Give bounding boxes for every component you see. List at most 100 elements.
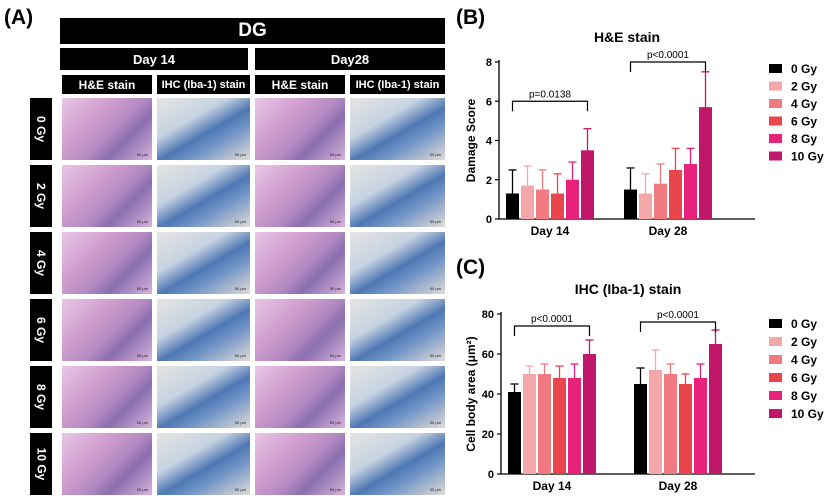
bar-8gy-day14 — [568, 378, 581, 474]
row-label-8gy: 8 Gy — [30, 366, 52, 428]
legend-swatch — [769, 81, 782, 91]
micrograph-he-day28-row5: 50 μm — [255, 433, 345, 495]
micrograph-ihc-day14-row3: 50 μm — [157, 299, 250, 361]
scale-bar-label: 50 μm — [429, 286, 441, 291]
scale-bar-label: 50 μm — [429, 487, 441, 492]
legend-swatch — [769, 116, 782, 126]
significance-bracket — [511, 100, 589, 112]
region-header: DG — [60, 18, 445, 44]
micrograph-ihc-day28-row3: 50 μm — [350, 299, 445, 361]
micrograph-he-day28-row3: 50 μm — [255, 299, 345, 361]
legend-label: 8 Gy — [791, 389, 817, 403]
micrograph-ihc-day28-row0: 50 μm — [350, 98, 445, 160]
bar-8gy-day28 — [694, 378, 707, 474]
y-tick-label: 60 — [482, 349, 494, 361]
legend-label: 6 Gy — [791, 371, 817, 385]
y-axis-label: Cell body area (μm²) — [464, 336, 478, 451]
bar-6gy-day28 — [669, 169, 682, 219]
legend-swatch — [769, 319, 782, 328]
chart-title: H&E stain — [594, 29, 660, 45]
significance-bracket — [639, 321, 717, 332]
bar-4gy-day28 — [654, 183, 667, 219]
stain-header-he-day14: H&E stain — [62, 75, 152, 94]
micrograph-ihc-day14-row0: 50 μm — [157, 98, 250, 160]
micrograph-he-day14-row4: 50 μm — [62, 366, 152, 428]
y-axis-label: Damage Score — [464, 98, 478, 182]
legend-label: 10 Gy — [791, 407, 824, 421]
micrograph-he-day28-row2: 50 μm — [255, 232, 345, 294]
bar-0gy-day14 — [508, 392, 521, 474]
bar-8gy-day28 — [684, 164, 697, 219]
micrograph-ihc-day14-row1: 50 μm — [157, 165, 250, 227]
scale-bar-label: 50 μm — [429, 152, 441, 157]
x-tick-label: Day 14 — [533, 479, 572, 493]
stain-header-he-day28: H&E stain — [255, 75, 345, 94]
significance-bracket — [513, 325, 591, 336]
day-header-day28: Day28 — [255, 48, 445, 70]
scale-bar-label: 50 μm — [136, 487, 148, 492]
micrograph-he-day28-row0: 50 μm — [255, 98, 345, 160]
micrograph-ihc-day28-row4: 50 μm — [350, 366, 445, 428]
micrograph-ihc-day14-row2: 50 μm — [157, 232, 250, 294]
micrograph-ihc-day28-row5: 50 μm — [350, 433, 445, 495]
micrograph-he-day14-row3: 50 μm — [62, 299, 152, 361]
micrograph-he-day14-row0: 50 μm — [62, 98, 152, 160]
bar-4gy-day14 — [538, 374, 551, 474]
bar-10gy-day28 — [699, 107, 712, 219]
chart-he-stain: H&E stain Damage Score 0 2 4 6 8 Day 14 Day 28 p=… — [464, 29, 824, 238]
x-tick-label: Day 28 — [659, 479, 698, 493]
x-tick-label: Day 28 — [649, 224, 688, 238]
p-value-label: p=0.0138 — [529, 89, 571, 100]
bar-6gy-day14 — [551, 193, 564, 219]
micrograph-he-day28-row1: 50 μm — [255, 165, 345, 227]
row-label-4gy: 4 Gy — [30, 232, 52, 294]
scale-bar-label: 50 μm — [136, 286, 148, 291]
stain-header-ihc-day14: IHC (Iba-1) stain — [157, 75, 250, 94]
bar-4gy-day14 — [536, 189, 549, 219]
chart-ihc-stain: IHC (Iba-1) stain Cell body area (μm²) 0 20… — [464, 281, 824, 493]
scale-bar-label: 50 μm — [234, 219, 246, 224]
bar-6gy-day28 — [679, 384, 692, 474]
legend-swatch — [769, 134, 782, 143]
bar-6gy-day14 — [553, 378, 566, 474]
y-tick-label: 80 — [482, 309, 494, 321]
scale-bar-label: 50 μm — [329, 487, 341, 492]
bar-2gy-day28 — [649, 370, 662, 474]
micrograph-ihc-day14-row4: 50 μm — [157, 366, 250, 428]
bar-2gy-day14 — [521, 185, 534, 219]
scale-bar-label: 50 μm — [429, 420, 441, 425]
legend-label: 4 Gy — [791, 353, 817, 367]
row-label-6gy: 6 Gy — [30, 299, 52, 361]
legend-label: 8 Gy — [791, 132, 817, 146]
legend-label: 0 Gy — [791, 62, 817, 76]
bar-10gy-day14 — [583, 354, 596, 474]
chart-title: IHC (Iba-1) stain — [575, 281, 682, 297]
y-tick-label: 0 — [486, 214, 492, 226]
legend-swatch — [769, 391, 782, 400]
scale-bar-label: 50 μm — [329, 353, 341, 358]
bar-0gy-day14 — [506, 193, 519, 219]
scale-bar-label: 50 μm — [329, 286, 341, 291]
panel-b-letter: (B) — [456, 6, 486, 29]
scale-bar-label: 50 μm — [429, 219, 441, 224]
scale-bar-label: 50 μm — [136, 353, 148, 358]
p-value-label: p<0.0001 — [647, 50, 689, 61]
legend-swatch — [769, 64, 782, 73]
scale-bar-label: 50 μm — [234, 286, 246, 291]
legend-swatch — [769, 99, 782, 108]
stain-header-ihc-day28: IHC (Iba-1) stain — [350, 75, 445, 94]
y-tick-label: 40 — [482, 389, 494, 401]
y-tick-label: 20 — [482, 429, 494, 441]
x-tick-label: Day 14 — [531, 224, 570, 238]
scale-bar-label: 50 μm — [234, 353, 246, 358]
row-label-0gy: 0 Gy — [30, 98, 52, 160]
panel-c-letter: (C) — [456, 256, 486, 279]
micrograph-ihc-day14-row5: 50 μm — [157, 433, 250, 495]
legend-label: 2 Gy — [791, 80, 817, 94]
p-value-label: p<0.0001 — [657, 310, 699, 321]
legend-swatch — [769, 409, 782, 418]
row-label-10gy: 10 Gy — [30, 433, 52, 495]
panel-a-letter: (A) — [4, 6, 34, 29]
bar-0gy-day28 — [634, 384, 647, 474]
y-tick-label: 2 — [486, 175, 492, 187]
